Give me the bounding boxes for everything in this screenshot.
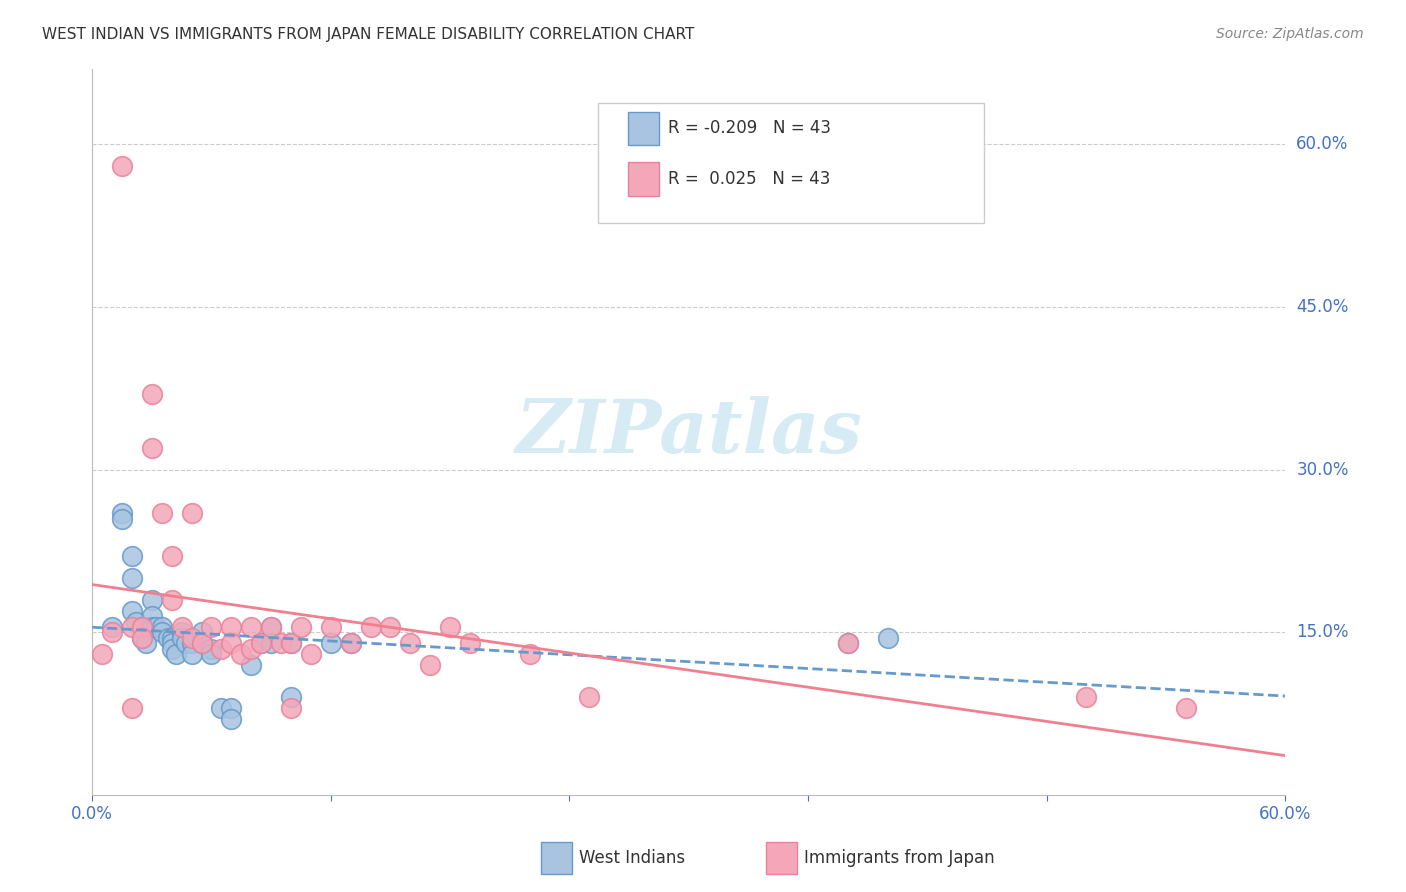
Text: R =  0.025   N = 43: R = 0.025 N = 43 [668, 170, 830, 188]
Point [141, 620, 163, 634]
Point [221, 701, 243, 715]
Point [260, 636, 283, 650]
Text: ZIPatlas: ZIPatlas [515, 395, 862, 468]
Point [101, 625, 124, 640]
Point [160, 549, 183, 564]
Point [91, 647, 114, 661]
Point [876, 631, 898, 645]
Point [125, 615, 148, 629]
Point [190, 636, 212, 650]
Point [170, 620, 193, 634]
Point [837, 636, 859, 650]
Point [280, 636, 302, 650]
Point [174, 636, 197, 650]
Point [280, 636, 302, 650]
Point [160, 636, 183, 650]
Point [160, 631, 183, 645]
Point [180, 506, 202, 520]
Point [180, 631, 202, 645]
Point [156, 631, 179, 645]
Point [180, 636, 202, 650]
Text: Immigrants from Japan: Immigrants from Japan [804, 849, 995, 867]
Point [111, 511, 134, 525]
Point [131, 631, 153, 645]
Point [380, 620, 402, 634]
Point [131, 631, 153, 645]
Point [240, 620, 263, 634]
Point [209, 641, 232, 656]
Point [319, 620, 342, 634]
Point [111, 506, 134, 520]
Point [141, 609, 163, 624]
Point [270, 636, 292, 650]
Point [319, 636, 342, 650]
Text: 60.0%: 60.0% [1296, 136, 1348, 153]
Point [260, 620, 283, 634]
Point [170, 631, 193, 645]
Point [131, 620, 153, 634]
Point [141, 593, 163, 607]
Point [145, 620, 167, 634]
Point [180, 647, 202, 661]
Point [231, 647, 253, 661]
Point [458, 636, 481, 650]
Point [339, 636, 361, 650]
Point [150, 506, 173, 520]
Point [160, 593, 183, 607]
Text: 45.0%: 45.0% [1296, 298, 1348, 316]
Text: WEST INDIAN VS IMMIGRANTS FROM JAPAN FEMALE DISABILITY CORRELATION CHART: WEST INDIAN VS IMMIGRANTS FROM JAPAN FEM… [42, 27, 695, 42]
Point [360, 620, 382, 634]
Point [101, 620, 124, 634]
Point [250, 636, 273, 650]
Point [150, 620, 173, 634]
Point [290, 620, 312, 634]
Point [1076, 690, 1098, 705]
Point [160, 641, 183, 656]
Point [165, 647, 187, 661]
Point [519, 647, 541, 661]
Point [121, 604, 143, 618]
Text: West Indians: West Indians [579, 849, 685, 867]
Point [200, 620, 222, 634]
Point [111, 159, 134, 173]
Point [280, 701, 302, 715]
Point [439, 620, 461, 634]
Point [260, 620, 283, 634]
Point [135, 636, 157, 650]
Point [250, 636, 273, 650]
Point [170, 625, 193, 640]
Point [419, 657, 441, 672]
Text: 15.0%: 15.0% [1296, 624, 1348, 641]
Text: R = -0.209   N = 43: R = -0.209 N = 43 [668, 119, 831, 136]
Text: 30.0%: 30.0% [1296, 461, 1348, 479]
Point [141, 387, 163, 401]
Point [209, 701, 232, 715]
Point [121, 620, 143, 634]
Point [200, 641, 222, 656]
Point [121, 701, 143, 715]
Point [399, 636, 422, 650]
Point [141, 441, 163, 455]
Point [200, 647, 222, 661]
Point [1174, 701, 1197, 715]
Point [280, 690, 302, 705]
Point [190, 625, 212, 640]
Point [121, 571, 143, 585]
Point [131, 620, 153, 634]
Point [339, 636, 361, 650]
Point [121, 549, 143, 564]
Text: Source: ZipAtlas.com: Source: ZipAtlas.com [1216, 27, 1364, 41]
Point [299, 647, 322, 661]
Point [190, 636, 212, 650]
Point [221, 620, 243, 634]
Point [837, 636, 859, 650]
Point [221, 712, 243, 726]
Point [240, 657, 263, 672]
Point [221, 636, 243, 650]
Point [150, 625, 173, 640]
Point [578, 690, 600, 705]
Point [240, 641, 263, 656]
